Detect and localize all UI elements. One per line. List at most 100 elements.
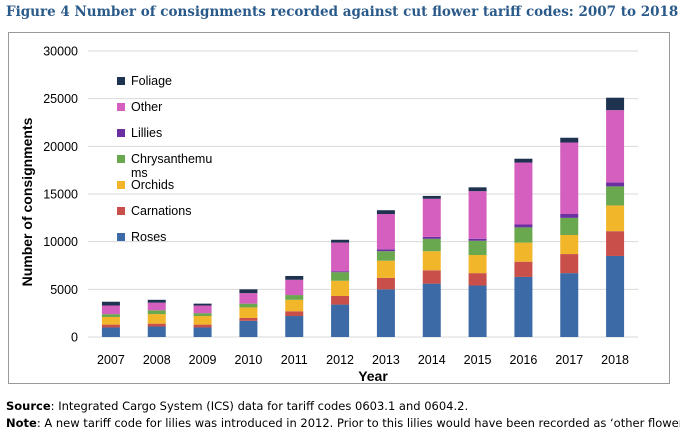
y-tick-label: 5000: [50, 283, 78, 297]
bar-segment-roses: [376, 289, 395, 337]
bar-segment-foliage: [606, 97, 625, 111]
y-tick-label: 30000: [43, 45, 78, 59]
source-text: : Integrated Cargo System (ICS) data for…: [50, 399, 469, 413]
bar-segment-orchids: [147, 314, 166, 324]
legend-label: Carnations: [131, 204, 191, 218]
bar-segment-carnations: [376, 277, 395, 290]
bar-segment-carnations: [285, 311, 304, 317]
x-tick-label: 2018: [601, 353, 629, 367]
bar-segment-carnations: [468, 273, 487, 286]
x-tick-label: 2007: [97, 353, 125, 367]
bar-segment-orchids: [560, 234, 579, 255]
bar-segment-other: [101, 305, 120, 315]
x-tick-label: 2017: [555, 353, 583, 367]
bar-segment-chrysanthemums: [147, 310, 166, 315]
bar-segment-chrysanthemums: [376, 251, 395, 261]
bar-segment-chrysanthemums: [101, 314, 120, 317]
bar-segment-orchids: [468, 255, 487, 274]
x-tick-label: 2012: [326, 353, 354, 367]
x-tick-label: 2011: [281, 353, 308, 367]
bar-segment-chrysanthemums: [606, 186, 625, 206]
bar-segment-chrysanthemums: [560, 217, 579, 235]
bar-segment-lillies: [376, 249, 395, 252]
bar-segment-foliage: [422, 195, 441, 199]
bar-segment-lillies: [514, 224, 533, 228]
legend-label: Chrysanthemu ms: [131, 152, 212, 180]
bar-segment-carnations: [331, 296, 350, 305]
bar-segment-orchids: [514, 242, 533, 262]
x-tick-label: 2013: [372, 353, 400, 367]
legend-swatch: [117, 181, 125, 189]
bar-segment-other: [376, 214, 395, 250]
x-tick-label: 2016: [510, 353, 538, 367]
bar-segment-chrysanthemums: [422, 238, 441, 252]
x-tick-label: 2014: [418, 353, 446, 367]
note-text: : A new tariff code for lilies was intro…: [36, 416, 680, 430]
bar-segment-orchids: [285, 299, 304, 312]
legend-swatch: [117, 103, 125, 111]
bar-segment-orchids: [422, 251, 441, 271]
legend-label: Roses: [131, 230, 166, 244]
bar-segment-lillies: [560, 214, 579, 218]
bar-segment-foliage: [331, 239, 350, 243]
y-tick-label: 0: [71, 331, 78, 345]
x-tick-label: 2009: [189, 353, 217, 367]
bar-segment-other: [514, 162, 533, 225]
bar-segment-orchids: [193, 316, 212, 325]
legend-label: Other: [131, 100, 162, 114]
bar-segment-orchids: [101, 316, 120, 325]
note-label: Note: [6, 416, 37, 430]
bar-segment-foliage: [147, 299, 166, 303]
bar-segment-roses: [193, 327, 212, 337]
bar-segment-orchids: [376, 260, 395, 278]
bar-segment-other: [285, 279, 304, 296]
bar-segment-other: [560, 142, 579, 215]
bar-segment-lillies: [422, 236, 441, 239]
bar-segment-other: [239, 293, 258, 304]
bar-segment-foliage: [468, 187, 487, 192]
y-tick-label: 20000: [43, 140, 78, 154]
bar-segment-roses: [239, 320, 258, 337]
bar-segment-foliage: [101, 301, 120, 306]
bar-segment-lillies: [468, 238, 487, 241]
bar-segment-carnations: [514, 261, 533, 277]
bar-segment-orchids: [239, 307, 258, 318]
bar-segment-roses: [101, 327, 120, 337]
bar-segment-roses: [468, 285, 487, 337]
bar-segment-chrysanthemums: [331, 272, 350, 281]
bar-segment-other: [422, 198, 441, 237]
bar-segment-carnations: [147, 323, 166, 327]
figure-title: Figure 4 Number of consignments recorded…: [6, 4, 679, 20]
bar-segment-chrysanthemums: [468, 240, 487, 256]
bar-segment-other: [331, 242, 350, 272]
legend-swatch: [117, 233, 125, 241]
bar-segment-carnations: [101, 324, 120, 328]
x-tick-label: 2015: [464, 353, 492, 367]
bar-segment-lillies: [331, 271, 350, 273]
legend-swatch: [117, 155, 125, 163]
bar-segment-orchids: [606, 205, 625, 232]
stacked-bar-chart: 0 5000 10000 15000 20000 25000 30000 2007 2008 20…: [19, 45, 638, 384]
legend-swatch: [117, 129, 125, 137]
bar-segment-foliage: [376, 210, 395, 215]
bar-segment-lillies: [606, 182, 625, 187]
source-label: Source: [6, 399, 51, 413]
bar-segment-roses: [147, 326, 166, 337]
y-tick-label: 10000: [43, 235, 78, 249]
x-tick-label: 2008: [143, 353, 171, 367]
bar-segment-roses: [606, 255, 625, 337]
y-axis-title: Number of consignments: [19, 117, 35, 286]
bar-segment-roses: [514, 276, 533, 337]
bar-segment-carnations: [422, 270, 441, 284]
x-tick-label: 2010: [235, 353, 263, 367]
bar-segment-carnations: [193, 324, 212, 328]
bar-segment-orchids: [331, 280, 350, 297]
bar-segment-carnations: [606, 231, 625, 256]
legend-swatch: [117, 207, 125, 215]
bar-segment-other: [606, 110, 625, 183]
y-tick-label: 25000: [43, 92, 78, 106]
bar-segment-other: [147, 302, 166, 311]
legend-label: Lillies: [131, 126, 162, 140]
y-tick-label: 15000: [43, 188, 78, 202]
bar-segment-foliage: [560, 137, 579, 143]
